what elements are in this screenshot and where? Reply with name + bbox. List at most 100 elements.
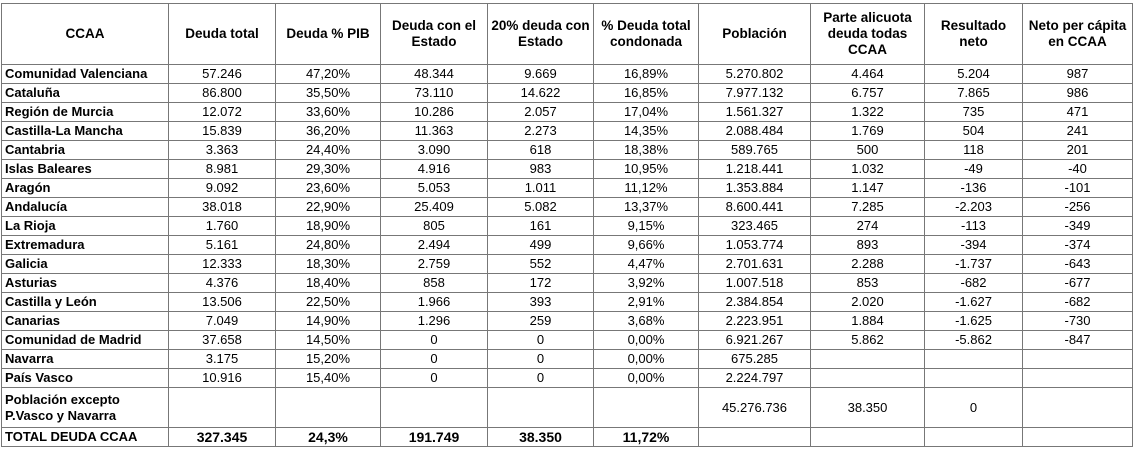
cell: -101 bbox=[1022, 178, 1133, 198]
row-label: Comunidad Valenciana bbox=[1, 64, 169, 84]
cell: 1.011 bbox=[487, 178, 594, 198]
cell: 5.862 bbox=[810, 330, 925, 350]
cell: 9,66% bbox=[593, 235, 699, 255]
cell bbox=[593, 387, 699, 428]
data-row: Cantabria 3.363 24,40% 3.090 618 18,38% 589.76… bbox=[1, 140, 1133, 160]
data-row: Cataluña 86.800 35,50% 73.110 14.622 16,85% 7.… bbox=[1, 83, 1133, 103]
cell: 893 bbox=[810, 235, 925, 255]
data-row: Comunidad de Madrid 37.658 14,50% 0 0 0,00% 6.… bbox=[1, 330, 1133, 350]
cell: 3,68% bbox=[593, 311, 699, 331]
cell: 1.007.518 bbox=[698, 273, 811, 293]
cell: 24,40% bbox=[275, 140, 381, 160]
cell bbox=[1022, 368, 1133, 388]
row-label: Región de Murcia bbox=[1, 102, 169, 122]
data-row: Extremadura 5.161 24,80% 2.494 499 9,66% 1.053… bbox=[1, 235, 1133, 255]
cell: 14,50% bbox=[275, 330, 381, 350]
row-label: Asturias bbox=[1, 273, 169, 293]
data-row: Asturias 4.376 18,40% 858 172 3,92% 1.007.518 8… bbox=[1, 273, 1133, 293]
data-row: Navarra 3.175 15,20% 0 0 0,00% 675.285 bbox=[1, 349, 1133, 369]
row-label: Castilla y León bbox=[1, 292, 169, 312]
cell: 25.409 bbox=[380, 197, 488, 217]
cell: 986 bbox=[1022, 83, 1133, 103]
header-cell: 20% deuda con Estado bbox=[487, 3, 594, 65]
cell: 15,40% bbox=[275, 368, 381, 388]
cell: 16,85% bbox=[593, 83, 699, 103]
cell: 201 bbox=[1022, 140, 1133, 160]
cell: 33,60% bbox=[275, 102, 381, 122]
data-row: Castilla y León 13.506 22,50% 1.966 393 2,91%… bbox=[1, 292, 1133, 312]
row-label: Galicia bbox=[1, 254, 169, 274]
cell: 675.285 bbox=[698, 349, 811, 369]
cell: 8.981 bbox=[168, 159, 276, 179]
cell: 259 bbox=[487, 311, 594, 331]
cell: 1.322 bbox=[810, 102, 925, 122]
cell: -136 bbox=[924, 178, 1023, 198]
row-label: Islas Baleares bbox=[1, 159, 169, 179]
cell: 4.916 bbox=[380, 159, 488, 179]
row-label: Extremadura bbox=[1, 235, 169, 255]
cell: 2.223.951 bbox=[698, 311, 811, 331]
cell: 13,37% bbox=[593, 197, 699, 217]
cell: 38.018 bbox=[168, 197, 276, 217]
cell: 1.296 bbox=[380, 311, 488, 331]
cell: 2.759 bbox=[380, 254, 488, 274]
cell bbox=[1022, 387, 1133, 428]
row-label: Navarra bbox=[1, 349, 169, 369]
data-row: Aragón 9.092 23,60% 5.053 1.011 11,12% 1.353.8… bbox=[1, 178, 1133, 198]
cell: 14,90% bbox=[275, 311, 381, 331]
cell: 86.800 bbox=[168, 83, 276, 103]
cell: 471 bbox=[1022, 102, 1133, 122]
cell: 0,00% bbox=[593, 368, 699, 388]
cell: -682 bbox=[924, 273, 1023, 293]
cell: 38.350 bbox=[487, 427, 594, 447]
cell: 118 bbox=[924, 140, 1023, 160]
header-cell: Deuda total bbox=[168, 3, 276, 65]
cell: 5.161 bbox=[168, 235, 276, 255]
cell: -256 bbox=[1022, 197, 1133, 217]
row-label: TOTAL DEUDA CCAA bbox=[1, 427, 169, 447]
cell: 3,92% bbox=[593, 273, 699, 293]
cell: 0 bbox=[487, 349, 594, 369]
cell: 18,90% bbox=[275, 216, 381, 236]
cell: 47,20% bbox=[275, 64, 381, 84]
cell: 45.276.736 bbox=[698, 387, 811, 428]
data-row: La Rioja 1.760 18,90% 805 161 9,15% 323.465 274… bbox=[1, 216, 1133, 236]
table-body: Comunidad Valenciana 57.246 47,20% 48.344 9.… bbox=[1, 64, 1133, 447]
cell: -113 bbox=[924, 216, 1023, 236]
header-cell: Deuda con el Estado bbox=[380, 3, 488, 65]
header-cell: % Deuda total condonada bbox=[593, 3, 699, 65]
cell: 4.464 bbox=[810, 64, 925, 84]
cell: -349 bbox=[1022, 216, 1133, 236]
cell: 22,90% bbox=[275, 197, 381, 217]
cell: 7.049 bbox=[168, 311, 276, 331]
cell: 23,60% bbox=[275, 178, 381, 198]
cell: 5.082 bbox=[487, 197, 594, 217]
cell: 5.204 bbox=[924, 64, 1023, 84]
row-label: Cantabria bbox=[1, 140, 169, 160]
cell: 853 bbox=[810, 273, 925, 293]
cell: 0 bbox=[380, 349, 488, 369]
data-row: Andalucía 38.018 22,90% 25.409 5.082 13,37% 8.… bbox=[1, 197, 1133, 217]
cell: 14,35% bbox=[593, 121, 699, 141]
cell: 11,12% bbox=[593, 178, 699, 198]
cell: 2.020 bbox=[810, 292, 925, 312]
cell bbox=[1022, 427, 1133, 447]
cell: 12.072 bbox=[168, 102, 276, 122]
cell bbox=[810, 427, 925, 447]
cell: 2.057 bbox=[487, 102, 594, 122]
cell: 0 bbox=[487, 330, 594, 350]
row-label: Población excepto P.Vasco y Navarra bbox=[1, 387, 169, 428]
cell: 858 bbox=[380, 273, 488, 293]
cell: 38.350 bbox=[810, 387, 925, 428]
cell: 8.600.441 bbox=[698, 197, 811, 217]
total-row: TOTAL DEUDA CCAA 327.345 24,3% 191.749 38.35… bbox=[1, 427, 1133, 447]
cell: 1.769 bbox=[810, 121, 925, 141]
row-label: Aragón bbox=[1, 178, 169, 198]
cell: 3.090 bbox=[380, 140, 488, 160]
cell: 589.765 bbox=[698, 140, 811, 160]
cell: 10,95% bbox=[593, 159, 699, 179]
cell: 57.246 bbox=[168, 64, 276, 84]
cell bbox=[924, 368, 1023, 388]
cell: 73.110 bbox=[380, 83, 488, 103]
